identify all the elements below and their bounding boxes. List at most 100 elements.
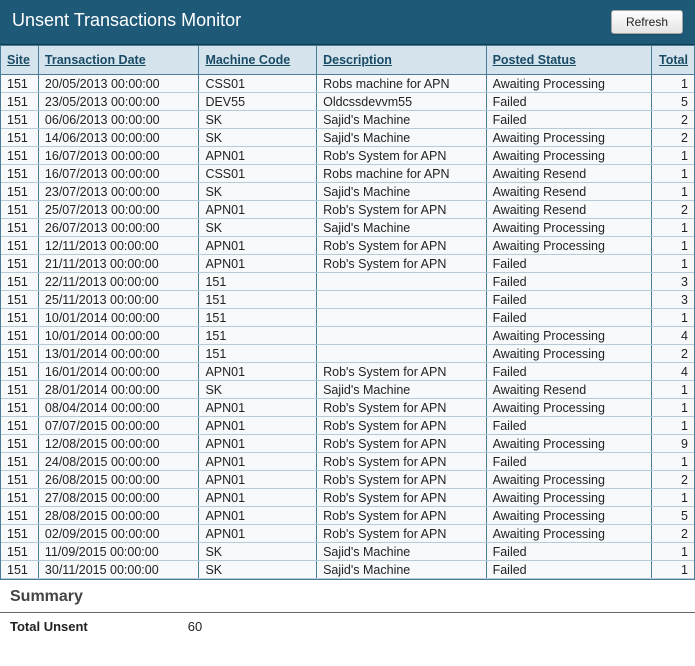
cell-posted-status: Failed	[487, 291, 653, 308]
cell-description	[317, 345, 486, 362]
table-row[interactable]: 15121/11/2013 00:00:00APN01Rob's System …	[1, 255, 694, 273]
cell-posted-status: Awaiting Resend	[487, 183, 653, 200]
cell-description: Sajid's Machine	[317, 381, 486, 398]
table-row[interactable]: 15125/11/2013 00:00:00151Failed3	[1, 291, 694, 309]
cell-machine-code: CSS01	[199, 75, 317, 92]
cell-transaction-date: 14/06/2013 00:00:00	[39, 129, 200, 146]
cell-posted-status: Awaiting Processing	[487, 525, 653, 542]
table-row[interactable]: 15116/01/2014 00:00:00APN01Rob's System …	[1, 363, 694, 381]
col-header-transaction-date[interactable]: Transaction Date	[39, 46, 200, 74]
table-row[interactable]: 15120/05/2013 00:00:00CSS01Robs machine …	[1, 75, 694, 93]
cell-site: 151	[1, 471, 39, 488]
cell-posted-status: Awaiting Processing	[487, 489, 653, 506]
table-row[interactable]: 15125/07/2013 00:00:00APN01Rob's System …	[1, 201, 694, 219]
cell-transaction-date: 24/08/2015 00:00:00	[39, 453, 200, 470]
summary-row: Total Unsent 60	[0, 613, 695, 644]
table-row[interactable]: 15130/11/2015 00:00:00SKSajid's MachineF…	[1, 561, 694, 579]
table-row[interactable]: 15116/07/2013 00:00:00APN01Rob's System …	[1, 147, 694, 165]
cell-transaction-date: 08/04/2014 00:00:00	[39, 399, 200, 416]
cell-total: 2	[652, 111, 694, 128]
cell-description: Rob's System for APN	[317, 363, 486, 380]
table-row[interactable]: 15111/09/2015 00:00:00SKSajid's MachineF…	[1, 543, 694, 561]
cell-total: 1	[652, 183, 694, 200]
cell-description: Rob's System for APN	[317, 507, 486, 524]
cell-transaction-date: 23/05/2013 00:00:00	[39, 93, 200, 110]
cell-site: 151	[1, 237, 39, 254]
cell-machine-code: SK	[199, 183, 317, 200]
summary-section: Summary	[0, 580, 695, 613]
table-row[interactable]: 15128/08/2015 00:00:00APN01Rob's System …	[1, 507, 694, 525]
cell-site: 151	[1, 129, 39, 146]
cell-site: 151	[1, 561, 39, 578]
table-row[interactable]: 15110/01/2014 00:00:00151Awaiting Proces…	[1, 327, 694, 345]
cell-machine-code: SK	[199, 219, 317, 236]
col-header-machine-code[interactable]: Machine Code	[199, 46, 317, 74]
table-row[interactable]: 15127/08/2015 00:00:00APN01Rob's System …	[1, 489, 694, 507]
table-row[interactable]: 15112/11/2013 00:00:00APN01Rob's System …	[1, 237, 694, 255]
cell-posted-status: Failed	[487, 93, 653, 110]
cell-site: 151	[1, 489, 39, 506]
table-row[interactable]: 15123/05/2013 00:00:00DEV55Oldcssdevvm55…	[1, 93, 694, 111]
table-row[interactable]: 15116/07/2013 00:00:00CSS01Robs machine …	[1, 165, 694, 183]
cell-description: Rob's System for APN	[317, 471, 486, 488]
table-row[interactable]: 15102/09/2015 00:00:00APN01Rob's System …	[1, 525, 694, 543]
cell-total: 2	[652, 201, 694, 218]
cell-posted-status: Awaiting Processing	[487, 129, 653, 146]
cell-transaction-date: 11/09/2015 00:00:00	[39, 543, 200, 560]
cell-posted-status: Awaiting Processing	[487, 237, 653, 254]
refresh-button[interactable]: Refresh	[611, 10, 683, 34]
col-header-description[interactable]: Description	[317, 46, 486, 74]
cell-total: 2	[652, 345, 694, 362]
cell-machine-code: DEV55	[199, 93, 317, 110]
cell-posted-status: Failed	[487, 363, 653, 380]
cell-site: 151	[1, 309, 39, 326]
table-row[interactable]: 15108/04/2014 00:00:00APN01Rob's System …	[1, 399, 694, 417]
table-row[interactable]: 15110/01/2014 00:00:00151Failed1	[1, 309, 694, 327]
col-header-total[interactable]: Total	[652, 46, 694, 74]
table-row[interactable]: 15126/07/2013 00:00:00SKSajid's MachineA…	[1, 219, 694, 237]
cell-posted-status: Failed	[487, 453, 653, 470]
cell-machine-code: SK	[199, 381, 317, 398]
cell-total: 3	[652, 273, 694, 290]
cell-posted-status: Failed	[487, 255, 653, 272]
cell-total: 2	[652, 525, 694, 542]
table-row[interactable]: 15122/11/2013 00:00:00151Failed3	[1, 273, 694, 291]
cell-transaction-date: 26/08/2015 00:00:00	[39, 471, 200, 488]
cell-transaction-date: 12/08/2015 00:00:00	[39, 435, 200, 452]
cell-description: Rob's System for APN	[317, 237, 486, 254]
cell-total: 1	[652, 147, 694, 164]
cell-transaction-date: 12/11/2013 00:00:00	[39, 237, 200, 254]
cell-machine-code: APN01	[199, 471, 317, 488]
table-row[interactable]: 15128/01/2014 00:00:00SKSajid's MachineA…	[1, 381, 694, 399]
cell-description: Sajid's Machine	[317, 543, 486, 560]
col-header-site[interactable]: Site	[1, 46, 39, 74]
title-bar: Unsent Transactions Monitor Refresh	[0, 0, 695, 45]
cell-site: 151	[1, 507, 39, 524]
transactions-table: Site Transaction Date Machine Code Descr…	[0, 45, 695, 580]
table-row[interactable]: 15107/07/2015 00:00:00APN01Rob's System …	[1, 417, 694, 435]
cell-description	[317, 327, 486, 344]
cell-posted-status: Awaiting Processing	[487, 345, 653, 362]
cell-machine-code: SK	[199, 111, 317, 128]
table-row[interactable]: 15113/01/2014 00:00:00151Awaiting Proces…	[1, 345, 694, 363]
cell-site: 151	[1, 183, 39, 200]
cell-description: Robs machine for APN	[317, 75, 486, 92]
table-row[interactable]: 15124/08/2015 00:00:00APN01Rob's System …	[1, 453, 694, 471]
cell-transaction-date: 02/09/2015 00:00:00	[39, 525, 200, 542]
cell-site: 151	[1, 147, 39, 164]
table-row[interactable]: 15114/06/2013 00:00:00SKSajid's MachineA…	[1, 129, 694, 147]
total-unsent-label: Total Unsent	[10, 619, 88, 634]
col-header-posted-status[interactable]: Posted Status	[487, 46, 653, 74]
table-row[interactable]: 15126/08/2015 00:00:00APN01Rob's System …	[1, 471, 694, 489]
table-row[interactable]: 15123/07/2013 00:00:00SKSajid's MachineA…	[1, 183, 694, 201]
cell-transaction-date: 13/01/2014 00:00:00	[39, 345, 200, 362]
cell-transaction-date: 27/08/2015 00:00:00	[39, 489, 200, 506]
cell-posted-status: Awaiting Processing	[487, 327, 653, 344]
cell-machine-code: 151	[199, 345, 317, 362]
cell-total: 1	[652, 453, 694, 470]
table-row[interactable]: 15106/06/2013 00:00:00SKSajid's MachineF…	[1, 111, 694, 129]
cell-posted-status: Awaiting Processing	[487, 219, 653, 236]
cell-machine-code: APN01	[199, 417, 317, 434]
cell-total: 1	[652, 381, 694, 398]
table-row[interactable]: 15112/08/2015 00:00:00APN01Rob's System …	[1, 435, 694, 453]
